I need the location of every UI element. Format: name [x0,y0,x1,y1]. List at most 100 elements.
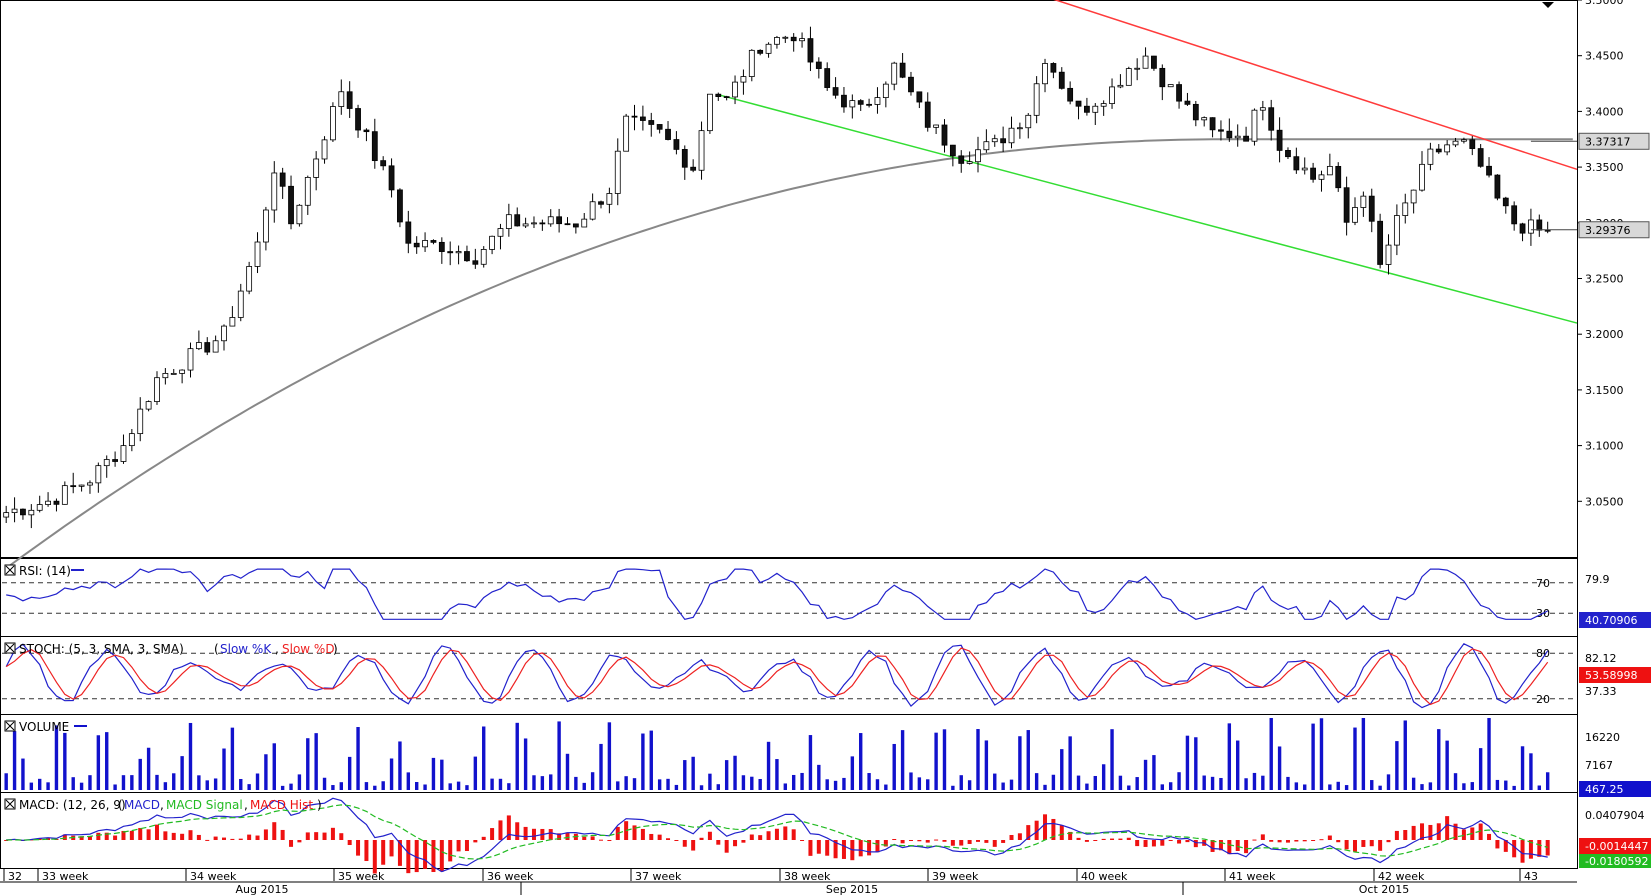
volume-bar [507,783,511,790]
price-tick-label-7: 3.1500 [1585,384,1624,397]
candle-body [799,38,805,42]
macd-hist-bar [1302,840,1307,842]
macd-value-box [1579,838,1651,854]
volume-bar [1395,741,1399,790]
macd-hist-bar [1386,840,1391,843]
candle-body [1033,83,1040,116]
macd-hist-bar [456,840,461,852]
macd-hist-bar [674,840,679,841]
week-label-2: 34 week [190,870,237,883]
macd-hist-bar [1126,837,1131,840]
volume-bar [791,774,796,790]
macd-hist-bar [439,840,444,872]
candle-body [824,68,831,88]
macd-hist-bar [699,837,704,840]
volume-bar [540,776,545,790]
macd-hist-bar [1344,840,1349,850]
price-panel [0,0,1578,558]
volume-bar [473,756,478,790]
month-label-2: Oct 2015 [1359,883,1410,895]
volume-bar [833,780,838,790]
candle-body [103,459,110,467]
candle-body [941,124,948,146]
candle-body [757,49,764,54]
stoch-label: STOCH: (5, 3, SMA, 3, SMA) [19,642,184,656]
candle-body [1251,109,1258,142]
candle-body [179,369,186,374]
volume-bar [1261,775,1265,790]
candle-body [237,290,244,318]
week-label-6: 38 week [784,870,831,883]
candle-body [1134,67,1141,70]
volume-bar [1076,775,1081,790]
macd-hist-bar [431,840,436,873]
stoch-panel [0,636,1578,715]
volume-bar [1437,729,1441,790]
volume-bar [574,776,578,790]
candle-body [1326,165,1333,176]
stoch-axis-label-0: 82.12 [1585,652,1617,665]
level-label: 80 [1536,647,1550,660]
candle-body [1536,219,1543,231]
rsi-label: RSI: (14) [19,564,71,578]
volume-bar [1520,746,1525,790]
macd-hist-bar [666,838,671,840]
stoch-k-line [5,643,1549,709]
volume-bar [1303,784,1307,790]
candle-body [1016,127,1023,130]
volume-bar [456,781,461,790]
volume-bar [641,733,645,790]
candle-body [288,185,294,225]
candle-body [1494,174,1501,199]
volume-bar [582,782,586,790]
scroll-marker-icon [1542,2,1554,8]
candle-body [489,235,495,250]
candle-body [271,172,278,211]
candle-body [313,158,320,178]
candle-body [1519,223,1526,234]
volume-bar [482,726,486,790]
price-tick-label-9: 3.0500 [1585,495,1624,508]
macd-hist-bar [883,840,888,847]
volume-bar [1152,755,1156,790]
candle-body [698,130,705,171]
candle-body [690,166,697,171]
macd-hist-bar [1361,840,1366,847]
volume-bar [1319,718,1324,790]
candle-body [1528,219,1534,234]
macd-hist-bar [942,840,947,842]
candle-body [1025,114,1032,129]
macd-hist-bar [1378,840,1383,851]
candle-body [397,189,403,223]
candle-body [1477,148,1484,167]
stoch-legend-open: ( [214,642,219,656]
macd-hist-bar [1352,840,1357,852]
macd-hist-bar [632,825,637,840]
macd-hist-bar [1319,839,1324,841]
macd-signal-value-box [1579,854,1651,868]
volume-bar [825,779,829,790]
candle-body [36,504,43,511]
rsi-value-box [1579,612,1651,628]
macd-hist-bar [1026,825,1031,840]
macd-axis-label-0: 0.0407904 [1585,809,1645,822]
stoch-d-label: Slow %D [282,642,335,656]
candle-body [464,251,470,262]
macd-hist-bar [96,832,101,840]
volume-bar [306,738,310,790]
volume-bar [1428,782,1433,790]
macd-hist-bar [322,832,327,840]
candle-body [665,128,671,140]
candle-body [413,242,420,248]
price-label-box [1578,221,1650,239]
candle-body [1293,156,1300,171]
candle-body [623,115,630,152]
candle-body [765,43,772,54]
macd-hist-bar [205,839,210,841]
stoch-value-box [1579,667,1651,683]
volume-bar [1478,748,1483,790]
candle-body [589,201,596,220]
candle-body [1209,117,1216,131]
macd-hist-bar [1394,830,1399,840]
volume-bar [1236,740,1240,790]
